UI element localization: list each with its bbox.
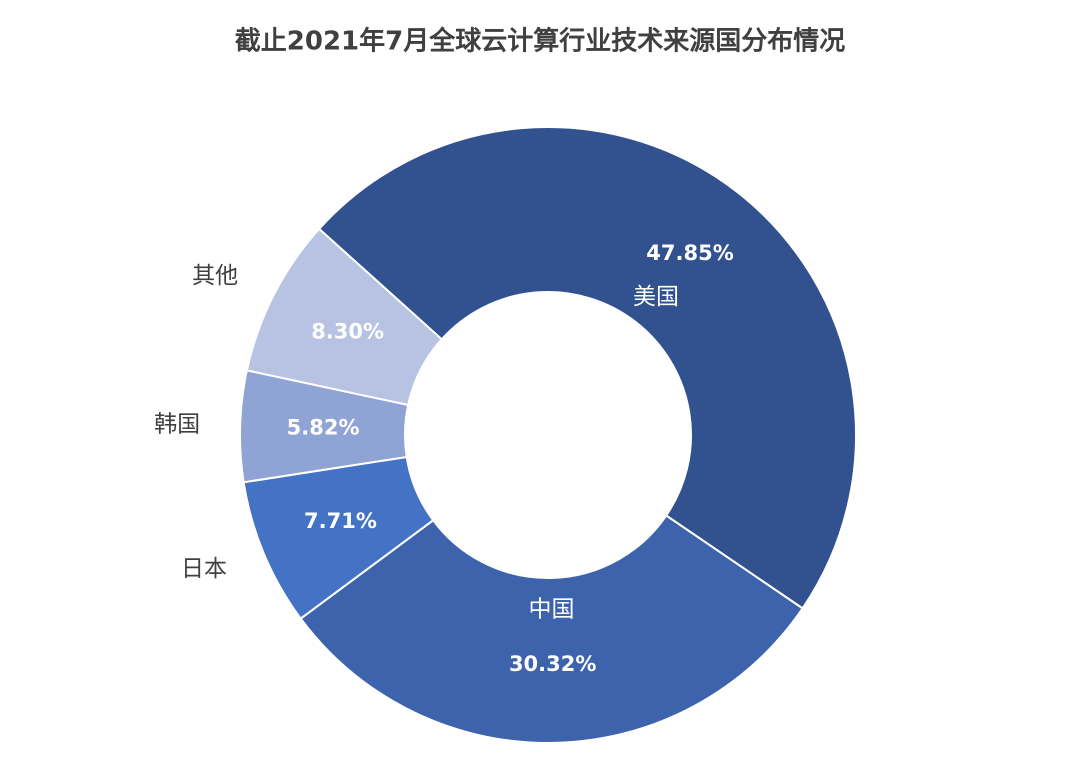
value-label: 7.71% <box>304 509 377 533</box>
category-label: 日本 <box>181 556 227 582</box>
category-label: 美国 <box>633 284 679 310</box>
donut-slice <box>245 227 444 407</box>
donut-slice <box>299 514 804 744</box>
category-label: 中国 <box>529 596 575 622</box>
category-label: 其他 <box>192 263 238 289</box>
value-label: 47.85% <box>646 241 733 265</box>
chart-title: 截止2021年7月全球云计算行业技术来源国分布情况 <box>235 26 845 57</box>
category-label: 韩国 <box>154 412 200 438</box>
donut-slice <box>317 126 857 610</box>
value-label: 5.82% <box>287 416 360 440</box>
value-label: 30.32% <box>509 652 596 676</box>
value-label: 8.30% <box>311 320 384 344</box>
